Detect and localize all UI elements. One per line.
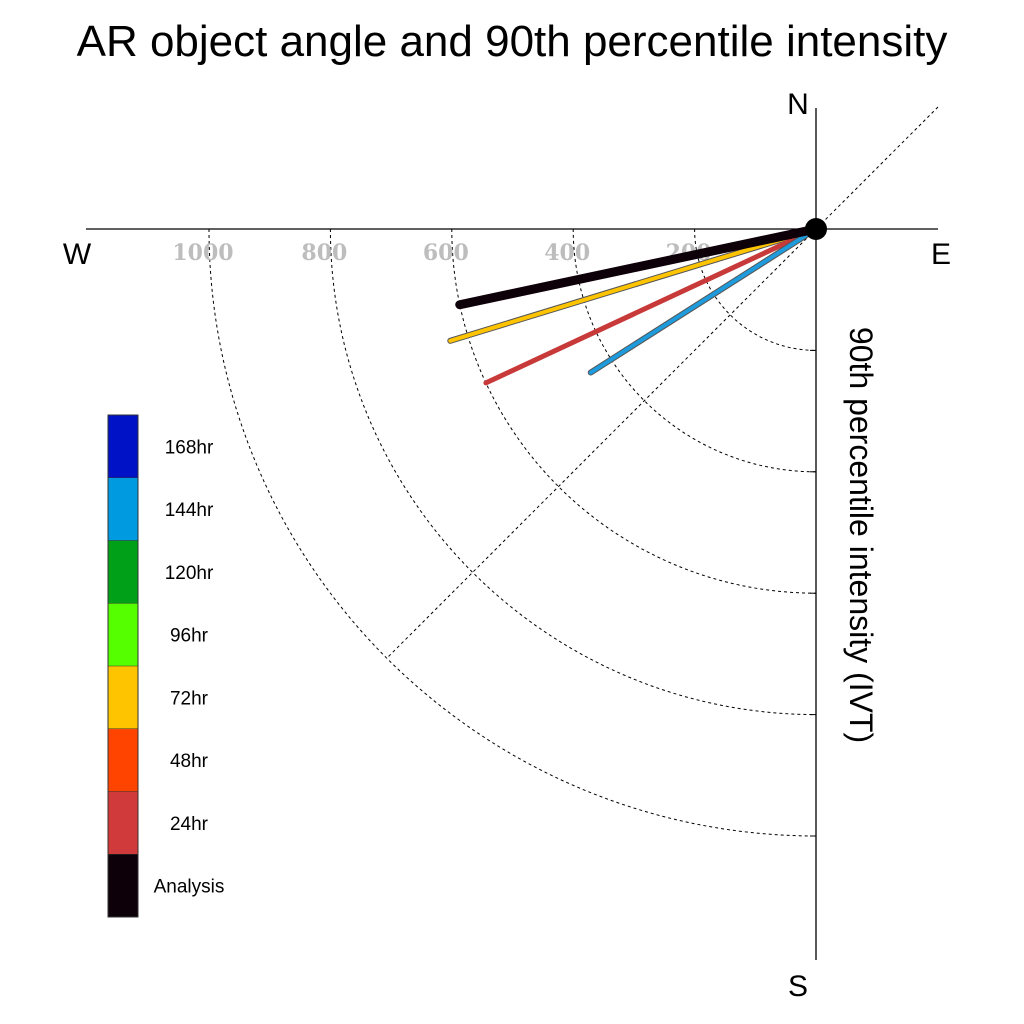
- legend-swatch: [108, 477, 138, 541]
- legend-swatch: [108, 791, 138, 855]
- series-vectors: [447, 224, 821, 386]
- compass-east-label: E: [931, 238, 951, 271]
- legend-swatch: [108, 854, 138, 917]
- chart-title: AR object angle and 90th percentile inte…: [77, 17, 948, 66]
- legend-label: 144hr: [165, 500, 214, 521]
- legend-label: Analysis: [154, 877, 225, 898]
- range-ring: [208, 228, 817, 837]
- range-ring: [451, 228, 817, 594]
- radial-tick-label: 800: [301, 240, 347, 266]
- legend-swatch: [108, 728, 138, 792]
- diagonal-line: [386, 106, 939, 659]
- radial-tick-labels: 2004006008001000: [172, 240, 711, 266]
- series-vector: [448, 227, 818, 343]
- legend-swatch: [108, 603, 138, 666]
- series-vector: [483, 226, 819, 386]
- radial-tick-label: 400: [544, 240, 590, 266]
- radial-tick-label: 600: [423, 240, 469, 266]
- legend-label: 24hr: [170, 814, 209, 835]
- legend-swatch: [108, 666, 138, 729]
- series-vector: [588, 227, 818, 375]
- compass-south-label: S: [788, 970, 808, 1003]
- range-ring: [329, 228, 817, 716]
- legend-label: 120hr: [165, 563, 214, 584]
- legend-label: 48hr: [170, 751, 209, 772]
- legend-label: 168hr: [165, 437, 214, 458]
- legend-label: 96hr: [170, 626, 209, 647]
- y-axis-label: 90th percentile intensity (IVT): [843, 327, 879, 743]
- legend-swatch: [108, 415, 138, 478]
- legend-swatch: [108, 540, 138, 604]
- radial-tick-label: 1000: [172, 240, 233, 266]
- legend-label: 72hr: [170, 688, 209, 709]
- series-vector: [455, 224, 821, 310]
- compass-north-label: N: [787, 88, 809, 121]
- compass-west-label: W: [63, 238, 92, 271]
- legend: 168hr 144hr 120hr 96hr 72hr 48hr 24hr Analysis: [107, 414, 225, 918]
- origin-marker: [805, 218, 827, 240]
